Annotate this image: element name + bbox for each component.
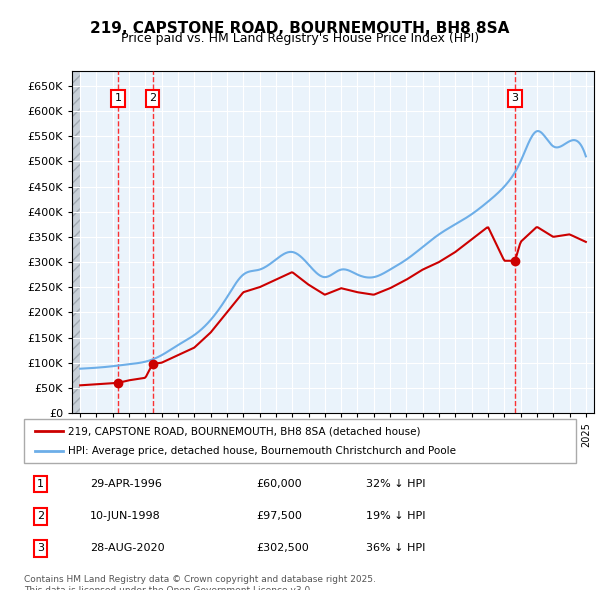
Text: 28-AUG-2020: 28-AUG-2020 — [90, 543, 165, 553]
Text: 32% ↓ HPI: 32% ↓ HPI — [366, 479, 426, 489]
Bar — [72, 71, 80, 413]
Text: £60,000: £60,000 — [256, 479, 301, 489]
FancyBboxPatch shape — [24, 419, 576, 463]
Text: 36% ↓ HPI: 36% ↓ HPI — [366, 543, 425, 553]
Text: 29-APR-1996: 29-APR-1996 — [90, 479, 162, 489]
Text: £302,500: £302,500 — [256, 543, 308, 553]
Text: Contains HM Land Registry data © Crown copyright and database right 2025.
This d: Contains HM Land Registry data © Crown c… — [24, 575, 376, 590]
Text: 1: 1 — [115, 93, 122, 103]
Text: 3: 3 — [37, 543, 44, 553]
Text: 219, CAPSTONE ROAD, BOURNEMOUTH, BH8 8SA (detached house): 219, CAPSTONE ROAD, BOURNEMOUTH, BH8 8SA… — [68, 427, 421, 436]
Text: Price paid vs. HM Land Registry's House Price Index (HPI): Price paid vs. HM Land Registry's House … — [121, 32, 479, 45]
Text: 3: 3 — [512, 93, 518, 103]
Text: 2: 2 — [37, 512, 44, 521]
Text: HPI: Average price, detached house, Bournemouth Christchurch and Poole: HPI: Average price, detached house, Bour… — [68, 446, 456, 455]
Text: 219, CAPSTONE ROAD, BOURNEMOUTH, BH8 8SA: 219, CAPSTONE ROAD, BOURNEMOUTH, BH8 8SA — [91, 21, 509, 35]
Text: 19% ↓ HPI: 19% ↓ HPI — [366, 512, 426, 521]
Text: £97,500: £97,500 — [256, 512, 302, 521]
Text: 1: 1 — [37, 479, 44, 489]
Text: 10-JUN-1998: 10-JUN-1998 — [90, 512, 161, 521]
Text: 2: 2 — [149, 93, 156, 103]
